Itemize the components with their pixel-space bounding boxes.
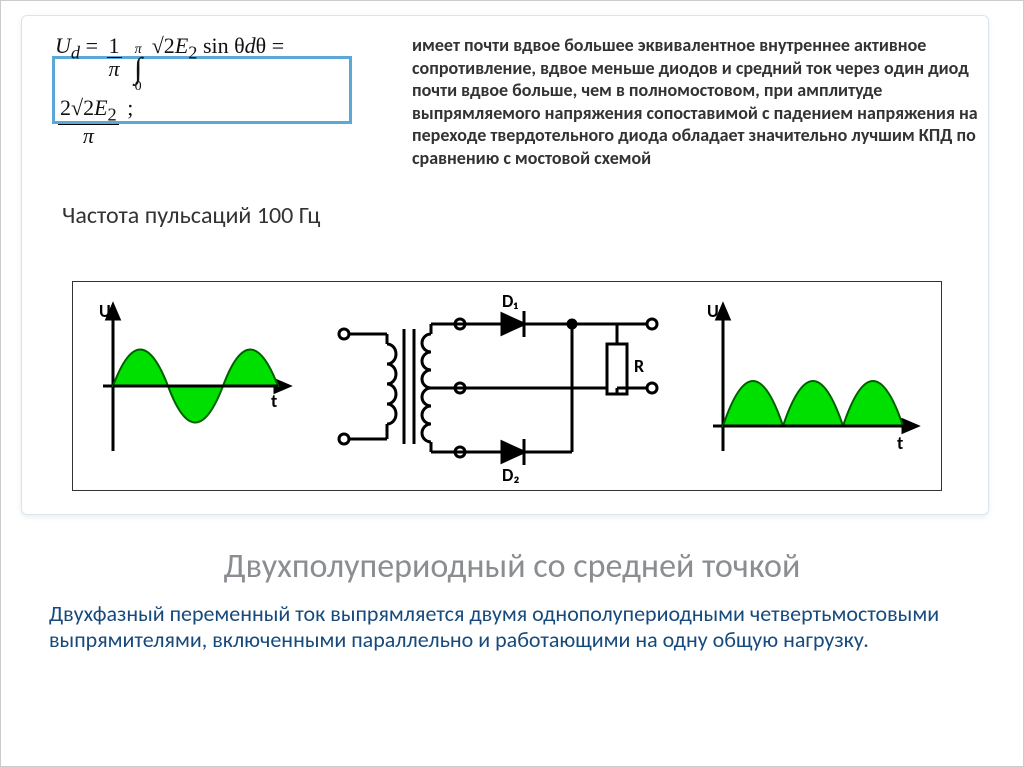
formula-text: Ud = 1π π∫0 √2E2 sin θdθ = 2√2E2π ; bbox=[55, 33, 349, 147]
svg-text:U: U bbox=[99, 301, 111, 322]
page-title: Двухполупериодный со средней точкой bbox=[1, 546, 1023, 587]
svg-text:U: U bbox=[707, 301, 719, 322]
diagram-container: U t bbox=[72, 281, 942, 491]
d1-label: D₁ bbox=[502, 290, 518, 312]
description-text: имеет почти вдвое большее эквивалентное … bbox=[412, 34, 978, 169]
d2-label: D₂ bbox=[502, 464, 519, 484]
subtitle-paragraph: Двухфазный переменный ток выпрямляется д… bbox=[49, 601, 975, 654]
frequency-label: Частота пульсаций 100 Гц bbox=[62, 201, 320, 230]
svg-text:t: t bbox=[271, 390, 277, 412]
formula-box: Ud = 1π π∫0 √2E2 sin θdθ = 2√2E2π ; bbox=[52, 56, 352, 124]
rectifier-circuit: D₁ D₂ R bbox=[332, 289, 662, 484]
slide: Ud = 1π π∫0 √2E2 sin θdθ = 2√2E2π ; Част… bbox=[0, 0, 1024, 767]
input-wave: U t bbox=[93, 301, 293, 471]
svg-text:t: t bbox=[897, 432, 903, 454]
output-wave: U t bbox=[701, 301, 921, 471]
content-card: Ud = 1π π∫0 √2E2 sin θdθ = 2√2E2π ; Част… bbox=[21, 15, 989, 515]
r-label: R bbox=[634, 355, 644, 377]
